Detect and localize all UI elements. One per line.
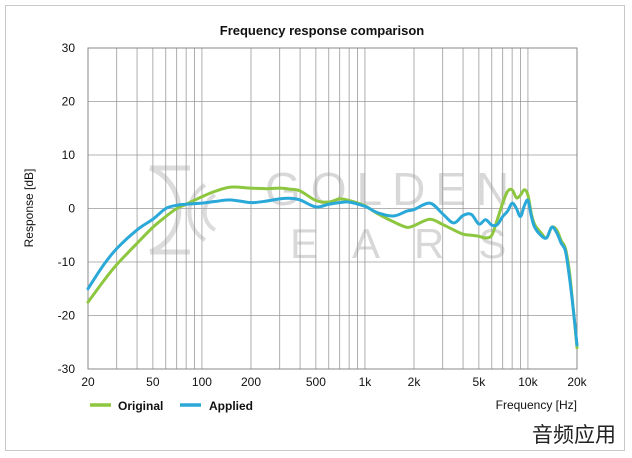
y-tick-label: 30 [62,41,76,55]
y-tick-label: 20 [62,95,76,109]
x-tick-label: 2k [408,375,422,389]
x-tick-label: 20 [81,375,95,389]
y-tick-label: -20 [58,309,76,323]
legend-label-applied: Applied [209,399,253,413]
y-tick-label: -10 [58,255,76,269]
y-tick-label: 10 [62,148,76,162]
x-tick-label: 5k [473,375,487,389]
x-tick-label: 1k [359,375,373,389]
chart-title: Frequency response comparison [220,23,425,38]
x-tick-label: 100 [192,375,212,389]
watermark: GOLDEN EARS [149,163,540,267]
watermark-top-text: GOLDEN [265,163,519,215]
chart-frame [5,5,625,451]
y-tick-label: 0 [68,202,75,216]
grid [88,48,577,369]
legend: Original Applied [90,399,253,413]
y-axis-label: Response [dB] [22,169,36,248]
series-line-original [86,185,579,350]
x-tick-label: 500 [306,375,326,389]
legend-label-original: Original [118,399,163,413]
series-line-applied [86,196,579,347]
x-tick-label: 20k [567,375,587,389]
tick-labels: 20 50 100 200 500 1k 2k 5k 10k 20k -30 -20 -10 0 10 20 3… [58,41,588,389]
series-layer [86,185,579,350]
plot-area [87,47,578,370]
watermark-logo-icon [149,165,217,255]
x-axis-label: Frequency [Hz] [496,398,577,412]
footer-watermark-text: 音频应用 [532,423,616,447]
y-tick-label: -30 [58,362,76,376]
x-tick-label: 200 [241,375,261,389]
x-tick-label: 10k [518,375,538,389]
x-tick-label: 50 [146,375,160,389]
watermark-bottom-text: EARS [290,220,540,267]
